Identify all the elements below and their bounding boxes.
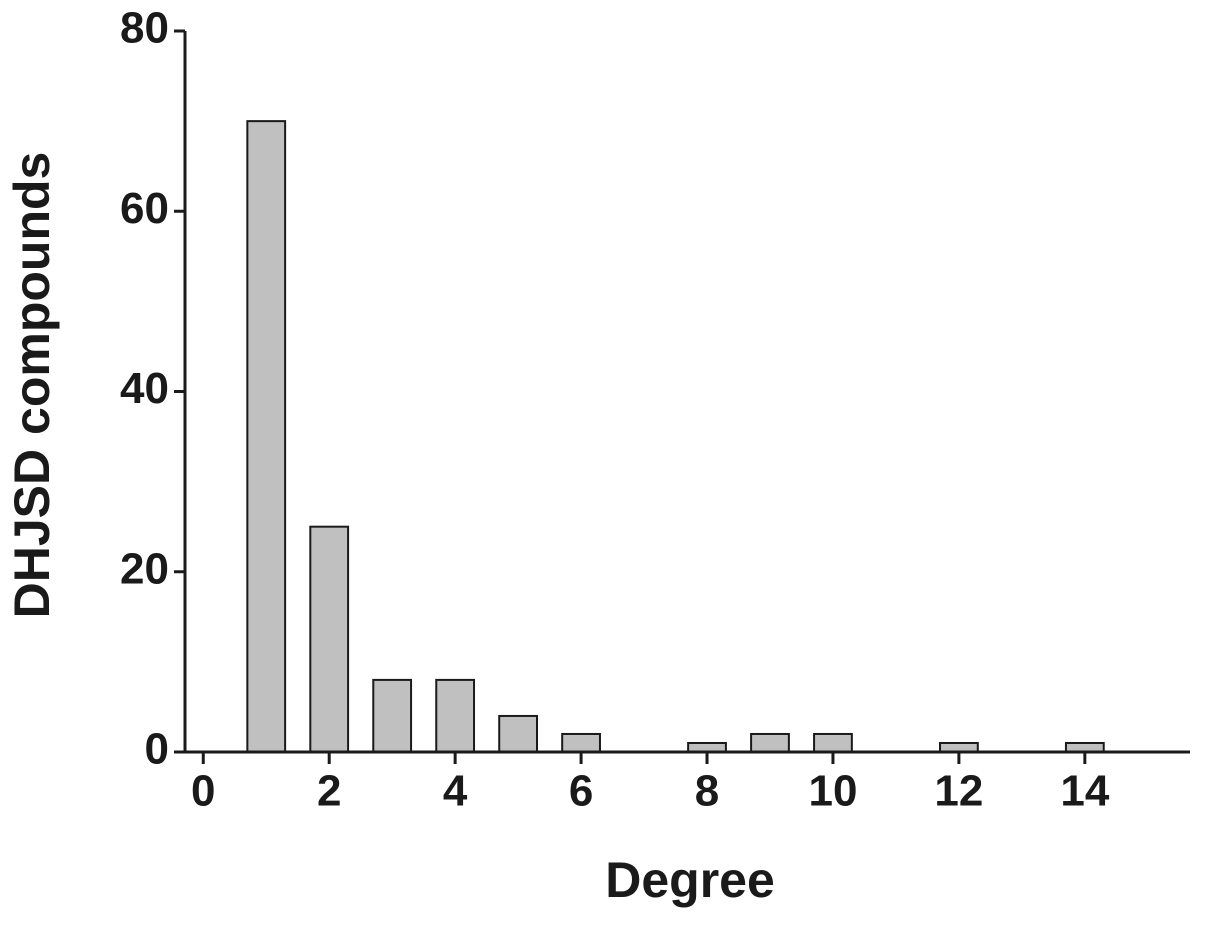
bar	[750, 732, 790, 753]
y-tick-label: 80	[120, 4, 169, 53]
y-tick-label: 0	[145, 725, 169, 774]
bar	[309, 525, 350, 753]
bar	[435, 678, 476, 754]
x-tick-label: 14	[1060, 767, 1109, 816]
x-tick-label: 12	[934, 767, 983, 816]
bar	[561, 732, 601, 753]
x-tick-label: 4	[443, 767, 468, 816]
x-tick-label: 10	[808, 767, 857, 816]
y-axis-label: DHJSD compounds	[4, 152, 60, 619]
bar	[498, 714, 539, 754]
y-tick-label: 40	[120, 364, 169, 413]
x-tick-label: 6	[569, 767, 593, 816]
bar	[813, 732, 853, 753]
x-tick-label: 2	[317, 767, 341, 816]
bar	[246, 120, 287, 753]
bar	[372, 678, 413, 754]
y-tick-label: 60	[120, 184, 169, 233]
y-tick-label: 20	[120, 544, 169, 593]
x-tick-label: 0	[191, 767, 215, 816]
x-tick-label: 8	[695, 767, 719, 816]
x-axis-label: Degree	[605, 852, 775, 908]
